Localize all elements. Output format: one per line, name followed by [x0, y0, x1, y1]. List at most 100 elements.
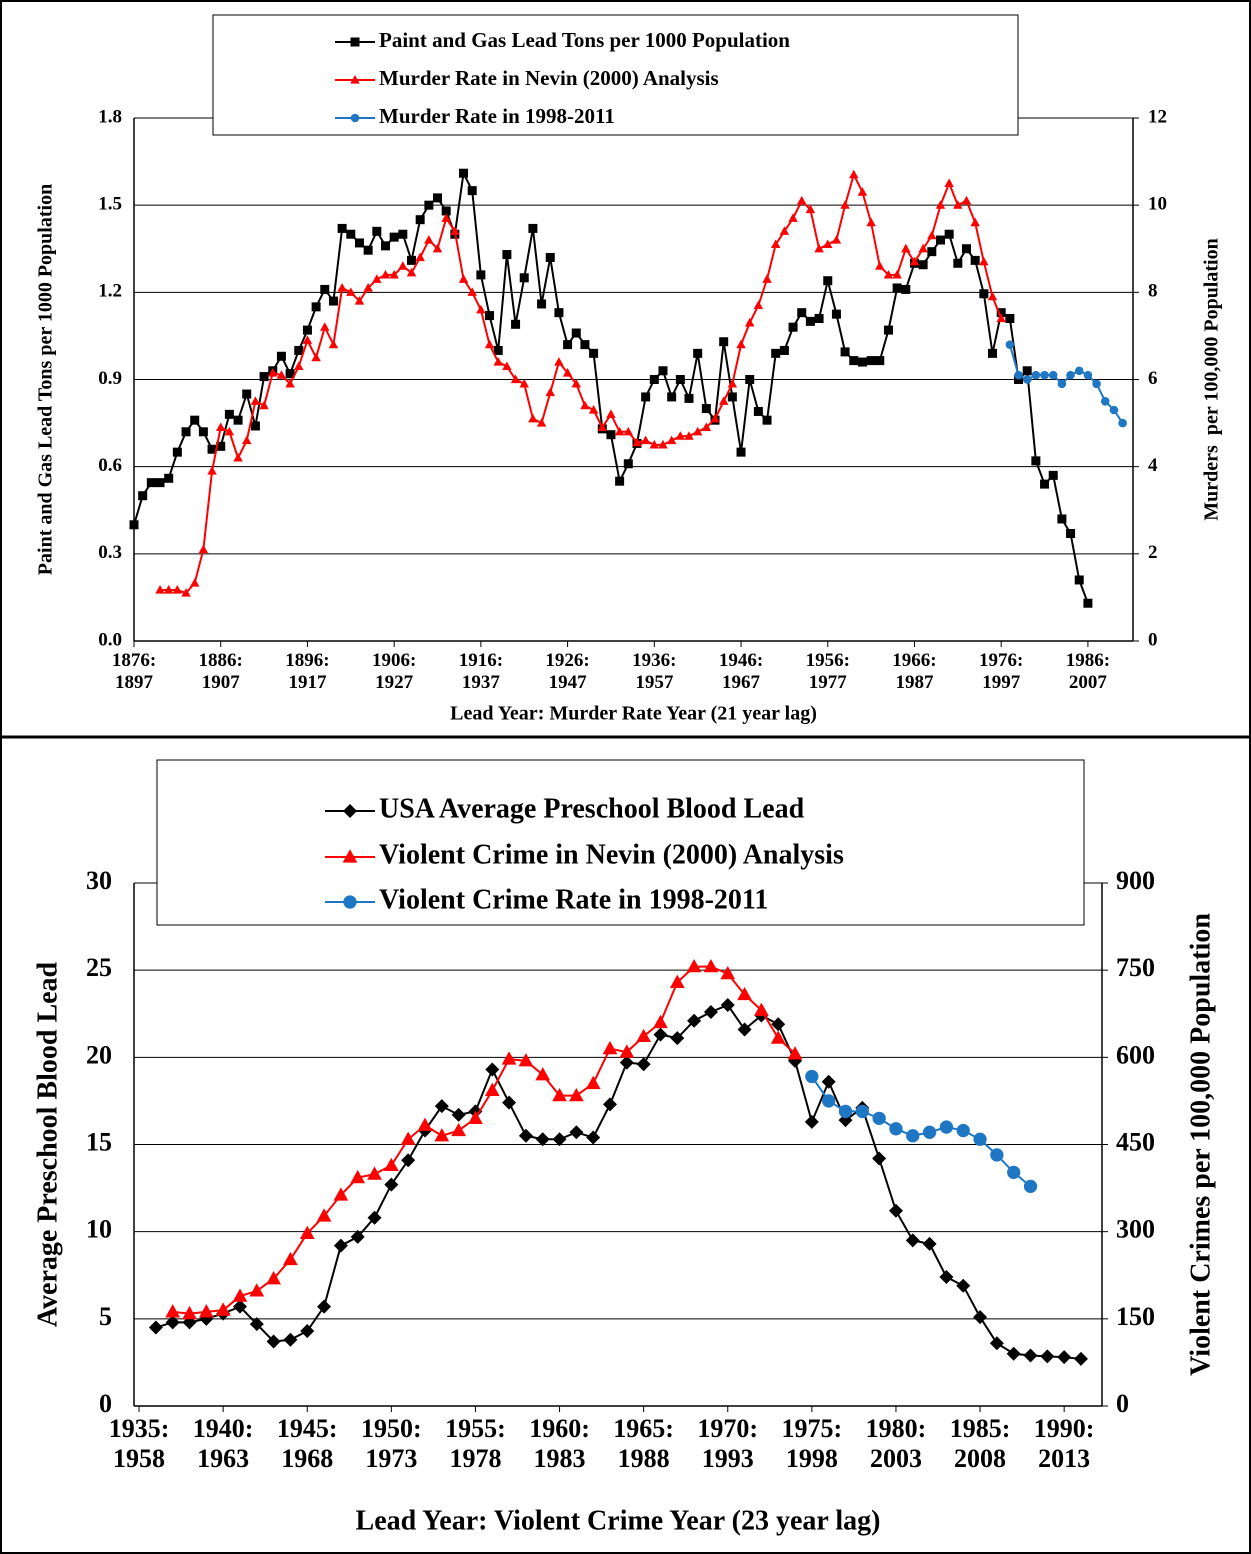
- marker: [320, 322, 330, 331]
- marker: [172, 447, 182, 457]
- marker: [181, 427, 191, 437]
- marker: [266, 1271, 281, 1285]
- marker: [1066, 528, 1076, 538]
- y-tick-label: 1.2: [98, 281, 122, 302]
- x-tick-label: 1916: 1937: [458, 650, 504, 693]
- marker: [821, 1074, 836, 1089]
- marker: [441, 206, 451, 216]
- y-tick-label: 30: [86, 866, 112, 895]
- y2-tick-label: 0: [1116, 1389, 1129, 1418]
- marker: [962, 244, 971, 254]
- legend-label: Paint and Gas Lead Tons per 1000 Populat…: [379, 28, 790, 52]
- y-tick-label: 20: [86, 1040, 112, 1069]
- marker: [849, 356, 859, 366]
- marker: [684, 393, 694, 403]
- marker: [1040, 479, 1050, 489]
- marker: [215, 422, 226, 432]
- x-tick-label: 1986: 2007: [1065, 650, 1111, 693]
- x-tick-label: 1990: 2013: [1033, 1414, 1095, 1473]
- marker: [720, 965, 736, 980]
- marker: [316, 1208, 332, 1222]
- marker: [563, 340, 573, 350]
- marker: [727, 392, 737, 402]
- marker: [762, 274, 772, 283]
- marker: [224, 409, 234, 419]
- marker: [198, 1304, 214, 1318]
- x-tick-label: 1956: 1977: [805, 650, 850, 693]
- marker: [649, 439, 660, 449]
- marker: [667, 392, 677, 402]
- marker: [259, 372, 269, 382]
- marker: [693, 348, 703, 358]
- marker: [615, 476, 625, 486]
- marker: [502, 361, 512, 371]
- marker: [905, 1233, 920, 1248]
- x-tick-label-box: 1976: 1997: [979, 650, 1023, 693]
- marker: [232, 1299, 247, 1314]
- marker: [1023, 1179, 1038, 1193]
- marker: [970, 255, 980, 265]
- marker: [232, 1288, 248, 1302]
- marker: [493, 345, 503, 355]
- marker: [927, 247, 937, 257]
- marker: [1005, 340, 1015, 349]
- marker: [1005, 313, 1015, 323]
- marker: [1066, 370, 1075, 380]
- marker: [224, 426, 235, 436]
- y-tick-label: 0.6: [98, 455, 122, 476]
- marker: [935, 235, 945, 245]
- x-tick-label-box: 1970: 1993: [697, 1414, 759, 1473]
- marker: [953, 258, 963, 268]
- marker: [346, 287, 356, 296]
- marker: [956, 1123, 970, 1138]
- marker: [996, 313, 1006, 323]
- marker: [146, 478, 156, 488]
- marker: [562, 368, 573, 377]
- x-tick-label: 1970: 1993: [697, 1414, 759, 1473]
- x-tick-label: 1945: 1968: [276, 1414, 338, 1473]
- marker: [922, 1125, 937, 1139]
- marker: [918, 260, 928, 270]
- marker: [961, 195, 972, 205]
- marker: [614, 426, 625, 436]
- legend-label: Murder Rate in 1998-2011: [379, 104, 615, 128]
- marker: [1100, 397, 1110, 406]
- marker: [207, 466, 217, 475]
- marker: [1014, 375, 1024, 384]
- marker: [285, 378, 295, 388]
- marker: [328, 296, 338, 306]
- marker: [866, 356, 876, 366]
- x-tick-label: 1985: 2008: [949, 1414, 1011, 1473]
- y-tick-label: 0: [99, 1389, 112, 1418]
- marker: [302, 335, 313, 344]
- marker: [165, 1315, 180, 1330]
- marker: [935, 200, 946, 209]
- marker: [838, 1104, 853, 1119]
- marker: [703, 958, 719, 973]
- marker: [658, 439, 668, 449]
- marker: [788, 322, 798, 332]
- y2-axis-title: Murders per 100,000 Population: [1201, 238, 1223, 520]
- x-tick-label-box: 1876: 1897: [112, 650, 156, 693]
- x-tick-label-box: 1950: 1973: [361, 1414, 422, 1473]
- marker: [207, 444, 217, 454]
- marker: [519, 378, 529, 388]
- y2-tick-label: 600: [1116, 1040, 1155, 1069]
- marker: [641, 392, 651, 402]
- marker: [872, 1151, 887, 1166]
- legend-label: Murder Rate in Nevin (2000) Analysis: [379, 66, 719, 90]
- marker: [424, 235, 434, 244]
- marker: [814, 243, 824, 253]
- y-tick-label: 1.5: [98, 194, 122, 215]
- series-line: [160, 171, 1003, 595]
- x-tick-label-box: 1966: 1987: [892, 650, 936, 693]
- marker: [417, 1117, 433, 1131]
- marker: [484, 339, 495, 349]
- marker: [1040, 370, 1049, 380]
- marker: [1023, 1348, 1038, 1363]
- marker: [606, 409, 616, 418]
- marker: [814, 313, 824, 323]
- marker: [892, 269, 902, 279]
- marker: [198, 427, 208, 437]
